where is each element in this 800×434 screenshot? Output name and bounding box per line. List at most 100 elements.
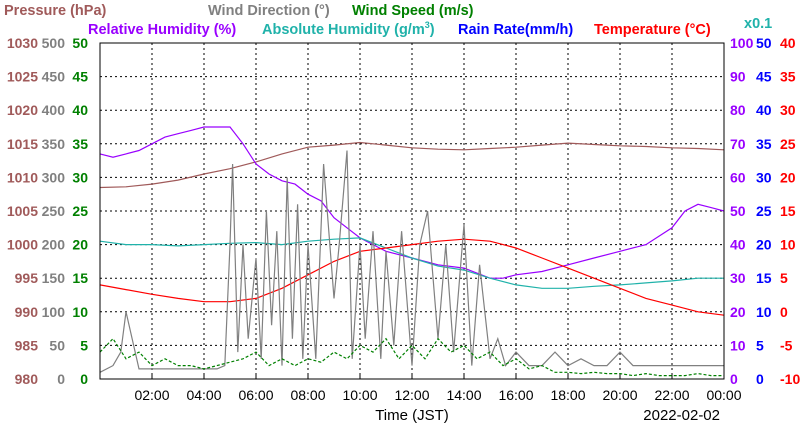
x-axis: 02:00 04:00 06:00 08:00 10:00 12:00 14:00 16:00… [134,373,742,403]
x-tick-label: 22:00 [654,387,689,403]
wind-speed-tick: 30 [72,169,88,185]
rain-rate-tick: 0 [756,371,764,387]
wind-speed-tick: 5 [80,337,88,353]
abs-humidity-scale: x0.1 [744,16,772,32]
x-axis-title: Time (JST) [375,407,449,424]
series-4-line [99,150,724,373]
legend-rain-rate: Rain Rate(mm/h) [458,22,573,38]
x-tick-label: 02:00 [134,387,169,403]
temperature-tick: 0 [780,304,788,320]
wind-direction-tick: 200 [42,237,66,253]
series-1-line [99,126,725,279]
wind-speed-tick: 20 [72,237,88,253]
legend-absolute-humidity-main: Absolute Humidity (g/m [262,22,425,38]
x-tick-label: 14:00 [446,387,481,403]
pressure-tick: 1015 [7,136,38,152]
legend-absolute-humidity-sup: 3 [425,20,430,30]
rain-rate-tick: 45 [756,69,772,85]
wind-speed-tick: 50 [72,35,88,51]
rain-rate-tick: 50 [756,35,772,51]
series-2-line [99,237,724,289]
relative-humidity-tick: 80 [730,102,746,118]
wind-speed-tick: 40 [72,102,88,118]
rain-rate-tick: 10 [756,304,772,320]
wind-direction-tick: 150 [42,270,66,286]
wind-direction-tick: 450 [42,69,66,85]
temperature-tick: 5 [780,270,788,286]
wind-speed-tick: 10 [72,304,88,320]
rain-rate-tick: 20 [756,237,772,253]
plot-frame [99,42,725,380]
wind-direction-tick: 400 [42,102,66,118]
temperature-tick: 15 [780,203,796,219]
temperature-tick: 40 [780,35,796,51]
series-lines [99,126,725,377]
pressure-tick: 990 [15,304,39,320]
legend-wind-direction: Wind Direction (°) [208,3,330,19]
wind-direction-tick: 300 [42,169,66,185]
legend-absolute-humidity-close: ) [430,22,435,38]
legend-absolute-humidity: Absolute Humidity (g/m3) [262,20,435,38]
wind-direction-tick: 350 [42,136,66,152]
series-5-line [99,337,724,377]
relative-humidity-tick: 10 [730,337,746,353]
legend-wind-speed: Wind Speed (m/s) [352,3,474,19]
pressure-tick: 995 [15,270,39,286]
temperature-tick: 20 [780,169,796,185]
pressure-tick: 1020 [7,102,38,118]
relative-humidity-tick: 30 [730,270,746,286]
relative-humidity-tick: 90 [730,69,746,85]
relative-humidity-tick: 50 [730,203,746,219]
x-tick-label: 10:00 [342,387,377,403]
left-axes: 9809859909951000100510101015102010251030… [7,35,88,387]
legend-pressure: Pressure (hPa) [4,3,107,19]
wind-speed-tick: 25 [72,203,88,219]
pressure-tick: 1025 [7,69,38,85]
wind-direction-tick: 500 [42,35,66,51]
relative-humidity-tick: 100 [730,35,754,51]
relative-humidity-tick: 0 [730,371,738,387]
pressure-tick: 1000 [7,237,38,253]
temperature-tick: -5 [780,337,793,353]
x-tick-label: 12:00 [394,387,429,403]
pressure-tick: 1005 [7,203,38,219]
pressure-tick: 985 [15,337,39,353]
x-tick-label: 20:00 [602,387,637,403]
temperature-tick: 25 [780,136,796,152]
x-tick-label: 18:00 [550,387,585,403]
relative-humidity-tick: 20 [730,304,746,320]
x-tick-label: 04:00 [186,387,221,403]
x-tick-label: 00:00 [706,387,741,403]
relative-humidity-tick: 40 [730,237,746,253]
rain-rate-tick: 25 [756,203,772,219]
rain-rate-tick: 40 [756,102,772,118]
date-label: 2022-02-02 [643,407,720,424]
x-tick-label: 08:00 [290,387,325,403]
series-3-line [99,238,725,316]
rain-rate-tick: 35 [756,136,772,152]
rain-rate-tick: 5 [756,337,764,353]
temperature-tick: 30 [780,102,796,118]
pressure-tick: 1010 [7,169,38,185]
temperature-tick: 35 [780,69,796,85]
wind-direction-tick: 250 [42,203,66,219]
rain-rate-tick: 30 [756,169,772,185]
pressure-tick: 1030 [7,35,38,51]
series-0-line [99,141,725,189]
legend-relative-humidity: Relative Humidity (%) [88,22,236,38]
wind-speed-tick: 15 [72,270,88,286]
temperature-tick: 10 [780,237,796,253]
relative-humidity-tick: 60 [730,169,746,185]
wind-direction-tick: 100 [42,304,66,320]
pressure-tick: 980 [15,371,39,387]
right-axes: 0102030405060708090100051015202530354045… [730,35,800,387]
wind-speed-tick: 45 [72,69,88,85]
wind-direction-tick: 0 [57,371,65,387]
legend-temperature: Temperature (°C) [594,22,711,38]
wind-speed-tick: 0 [80,371,88,387]
relative-humidity-tick: 70 [730,136,746,152]
wind-speed-tick: 35 [72,136,88,152]
x-tick-label: 06:00 [238,387,273,403]
